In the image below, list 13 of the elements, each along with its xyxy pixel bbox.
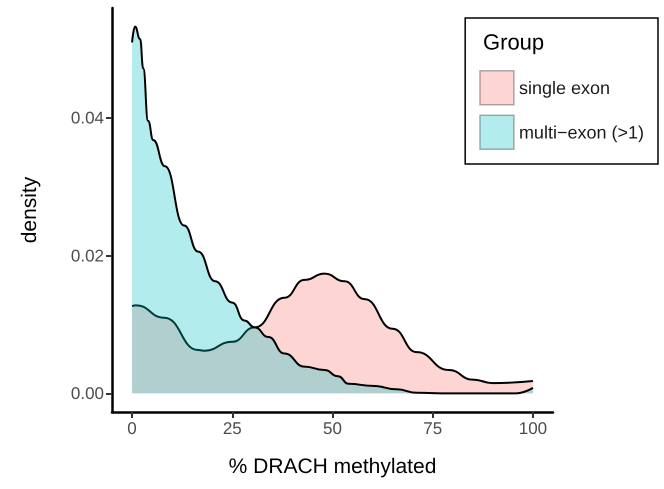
y-tick-label: 0.00 [70,384,104,403]
x-tick-label: 75 [423,419,442,438]
x-tick-label: 25 [222,419,242,438]
legend-title: Group [483,30,544,54]
legend-label: single exon [518,78,610,98]
x-tick-label: 0 [127,419,137,438]
x-tick-label: 50 [323,419,342,438]
y-tick-label: 0.02 [70,246,104,266]
y-tick-label: 0.04 [70,108,104,128]
legend-label: multi−exon (>1) [518,122,644,142]
x-tick-label: 100 [518,419,548,438]
x-axis-title: % DRACH methylated [228,455,436,478]
y-axis-title: density [18,176,41,244]
